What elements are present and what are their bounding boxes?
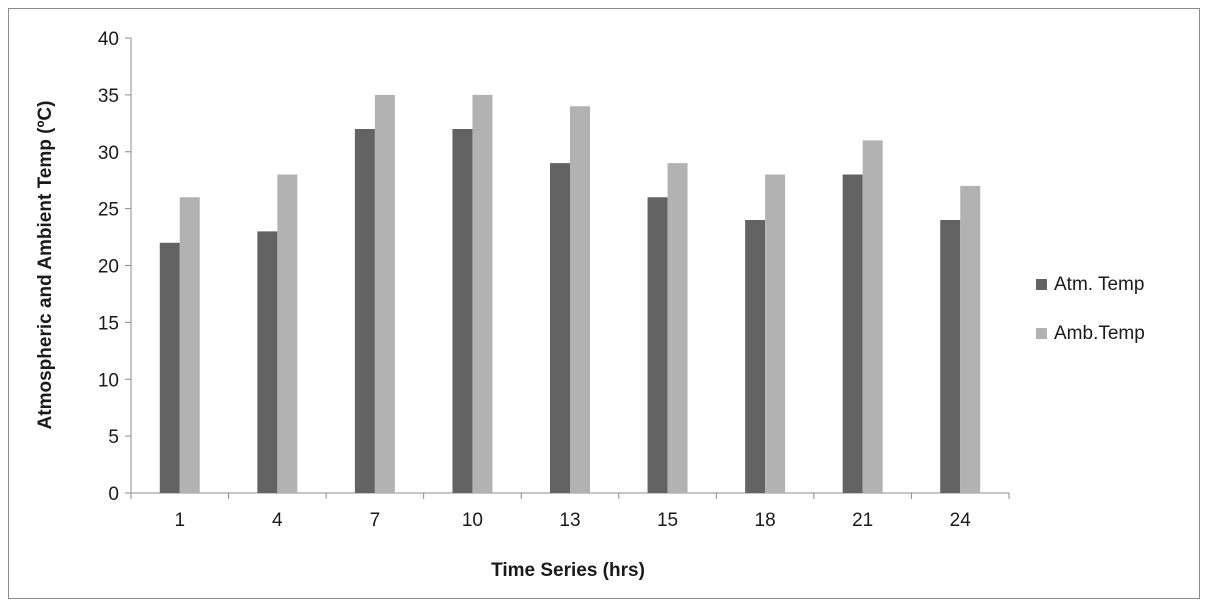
- y-tick-label: 15: [98, 313, 119, 334]
- legend: Atm. Temp Amb.Temp: [1036, 274, 1145, 344]
- legend-swatch: [1036, 279, 1047, 290]
- bar-atm-temp: [550, 163, 570, 493]
- x-tick-label: 4: [272, 510, 283, 531]
- y-tick-label: 40: [98, 29, 119, 50]
- bars: [159, 94, 981, 493]
- y-tick-label: 20: [98, 257, 119, 278]
- bar-amb-temp: [570, 106, 590, 493]
- bar-atm-temp: [354, 129, 375, 493]
- x-axis-title: Time Series (hrs): [491, 560, 645, 581]
- legend-swatch: [1036, 328, 1047, 339]
- x-tick-label: 24: [950, 510, 972, 531]
- bar-amb-temp: [374, 94, 395, 493]
- x-axis: 1 4 7 10 13 15 18 21 24: [130, 492, 1010, 531]
- x-tick-label: 1: [174, 510, 185, 531]
- y-tick-label: 30: [98, 143, 119, 164]
- x-tick-label: 21: [852, 510, 873, 531]
- y-tick-label: 5: [108, 427, 119, 448]
- bar-atm-temp: [940, 220, 961, 493]
- bar-atm-temp: [257, 231, 278, 493]
- bar-amb-temp: [960, 185, 981, 493]
- legend-label: Atm. Temp: [1054, 274, 1144, 295]
- x-tick-label: 7: [370, 510, 381, 531]
- y-tick-label: 10: [98, 370, 119, 391]
- bar-amb-temp: [277, 174, 298, 493]
- bar-atm-temp: [647, 197, 668, 493]
- bar-amb-temp: [179, 197, 200, 493]
- bar-atm-temp: [745, 220, 766, 493]
- y-tick-label: 25: [98, 200, 119, 221]
- bar-atm-temp: [159, 242, 180, 493]
- y-tick-label: 35: [98, 86, 119, 107]
- x-tick-label: 18: [755, 510, 776, 531]
- bar-amb-temp: [472, 94, 493, 493]
- bar-amb-temp: [862, 140, 883, 493]
- x-tick-label: 13: [559, 510, 580, 531]
- x-tick-label: 15: [657, 510, 678, 531]
- y-axis: 0 5 10 15 20 25 30 35 40: [98, 29, 132, 505]
- y-tick-label: 0: [108, 484, 119, 505]
- bar-amb-temp: [765, 174, 786, 493]
- bar-atm-temp: [452, 129, 473, 493]
- y-axis-title: Atmospheric and Ambient Temp (ºC): [35, 101, 56, 430]
- bar-atm-temp: [842, 174, 863, 493]
- bar-amb-temp: [667, 163, 688, 493]
- x-tick-label: 10: [462, 510, 483, 531]
- chart-frame: [8, 8, 1200, 599]
- legend-label: Amb.Temp: [1054, 323, 1145, 344]
